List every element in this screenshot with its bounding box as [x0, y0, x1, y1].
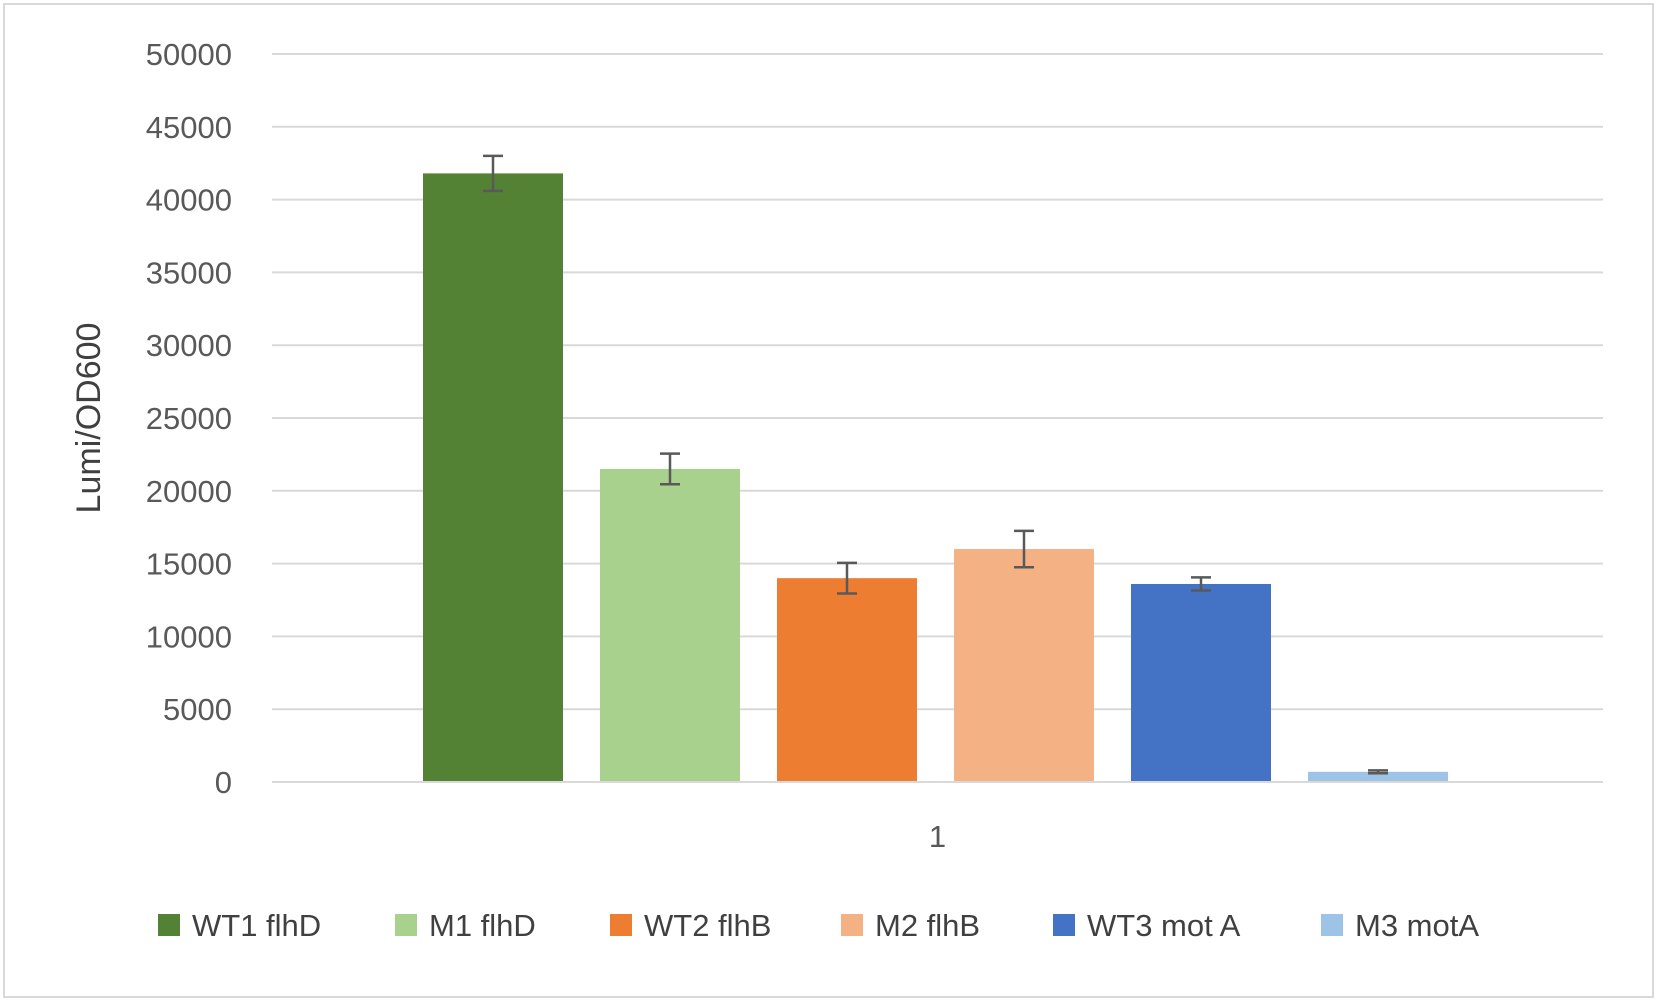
error-bar — [1191, 576, 1211, 592]
legend-swatch — [1053, 914, 1075, 936]
y-tick-label: 50000 — [146, 37, 232, 72]
legend-swatch — [841, 914, 863, 936]
legend-swatch — [395, 914, 417, 936]
y-tick-label: 5000 — [163, 692, 232, 727]
error-bar — [837, 561, 857, 595]
legend-item: M1 flhD — [395, 908, 536, 943]
bar — [954, 549, 1094, 782]
legend-item: WT2 flhB — [610, 908, 771, 943]
y-tick-label: 30000 — [146, 328, 232, 363]
legend-swatch — [158, 914, 180, 936]
error-bars — [483, 154, 1388, 775]
error-bar — [1014, 529, 1034, 569]
legend-label: M2 flhB — [875, 908, 980, 943]
chart-frame — [3, 3, 1654, 998]
y-tick-label: 0 — [215, 765, 232, 800]
bar — [1308, 771, 1448, 782]
bars — [423, 173, 1448, 783]
error-bar — [660, 452, 680, 486]
legend-label: M1 flhD — [429, 908, 536, 943]
legend-item: WT1 flhD — [158, 908, 321, 943]
x-category-label: 1 — [929, 819, 946, 854]
legend-swatch — [610, 914, 632, 936]
y-tick-label: 20000 — [146, 474, 232, 509]
legend-label: WT2 flhB — [644, 908, 771, 943]
legend-item: M3 motA — [1321, 908, 1479, 943]
y-tick-label: 35000 — [146, 255, 232, 290]
legend-label: M3 motA — [1355, 908, 1479, 943]
legend-label: WT3 mot A — [1087, 908, 1241, 943]
y-tick-label: 45000 — [146, 110, 232, 145]
legend-item: WT3 mot A — [1053, 908, 1241, 943]
bar — [423, 173, 563, 783]
error-bar — [1368, 769, 1388, 775]
y-tick-label: 10000 — [146, 619, 232, 654]
legend: WT1 flhD M1 flhD WT2 flhB M2 flhB WT3 mot A M… — [158, 908, 1479, 943]
error-bar — [483, 154, 503, 193]
y-axis-ticks: 0 5000 10000 15000 20000 25000 30000 35000 40000… — [146, 37, 232, 800]
y-axis-title: Lumi/OD600 — [70, 323, 108, 514]
bar — [600, 468, 740, 782]
legend-label: WT1 flhD — [192, 908, 321, 943]
y-tick-label: 15000 — [146, 547, 232, 582]
bar — [777, 578, 917, 782]
bar — [1131, 583, 1271, 782]
y-tick-label: 40000 — [146, 183, 232, 218]
y-tick-label: 25000 — [146, 401, 232, 436]
legend-swatch — [1321, 914, 1343, 936]
legend-item: M2 flhB — [841, 908, 980, 943]
